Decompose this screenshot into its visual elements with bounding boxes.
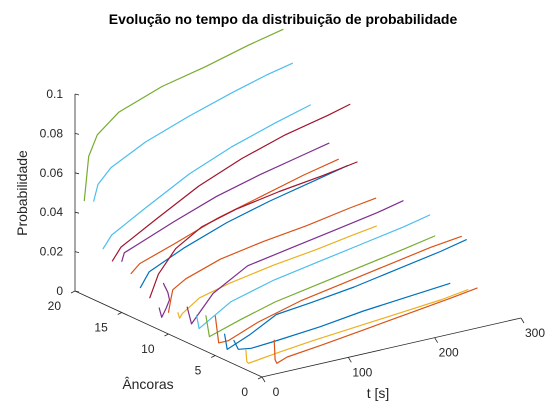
z-axis-label: Probabilidade — [14, 150, 30, 236]
x-tick-label: 100 — [352, 365, 372, 379]
z-tick-label: 0.04 — [40, 205, 64, 219]
x-tick-label: 300 — [525, 326, 545, 340]
z-tick-label: 0.08 — [40, 126, 64, 140]
x-tick-mark — [261, 376, 266, 383]
y-tick-label: 5 — [195, 364, 202, 378]
z-tick-mark — [74, 211, 80, 214]
series-line-anchor-5 — [214, 235, 462, 344]
x-tick-label: 200 — [439, 346, 459, 360]
series-line-anchor-9 — [177, 225, 377, 319]
series-line-anchor-18 — [93, 62, 293, 202]
y-tick-label: 15 — [94, 321, 108, 335]
series-line-anchor-13 — [139, 165, 349, 289]
z-tick-mark — [74, 172, 80, 175]
series-group — [83, 28, 478, 364]
z-tick-label: 0 — [56, 284, 63, 298]
y-tick-label: 10 — [141, 342, 155, 356]
x-tick-mark — [520, 317, 525, 324]
series-line-anchor-11 — [158, 282, 171, 318]
z-tick-mark — [74, 93, 80, 96]
series-line-anchor-1 — [273, 287, 478, 364]
z-tick-mark — [74, 251, 80, 253]
z-tick-label: 0.02 — [40, 245, 64, 259]
x-axis-label: t [s] — [367, 385, 390, 401]
x-tick-label: 0 — [273, 385, 280, 399]
series-line-anchor-10 — [167, 197, 377, 313]
series-line-anchor-2 — [245, 289, 469, 364]
y-tick-label: 0 — [241, 385, 248, 399]
series-line-anchor-3 — [233, 282, 451, 350]
z-tick-mark — [74, 133, 80, 135]
y-tick-mark — [211, 355, 216, 358]
z-tick-label: 0.1 — [46, 87, 63, 101]
series-line-anchor-17 — [102, 104, 311, 250]
series-line-anchor-15 — [121, 142, 330, 262]
y-axis-label: Âncoras — [122, 376, 173, 392]
x-tick-mark — [434, 337, 439, 343]
y-tick-label: 20 — [48, 299, 62, 313]
series-line-anchor-12 — [149, 161, 358, 299]
chart-title: Evolução no tempo da distribuição de pro… — [109, 11, 458, 27]
z-tick-mark — [74, 290, 80, 293]
series-line-anchor-4 — [224, 239, 467, 350]
series-line-anchor-19 — [83, 28, 284, 202]
x-tick-mark — [347, 357, 352, 363]
t-axis-line — [261, 317, 522, 378]
y-tick-mark — [257, 376, 263, 380]
series-line-anchor-16 — [111, 103, 351, 262]
y-tick-mark — [164, 333, 169, 337]
tick-marks — [70, 93, 525, 383]
series-line-anchor-6 — [205, 235, 436, 338]
z-tick-label: 0.06 — [40, 166, 64, 180]
series-line-anchor-7 — [196, 214, 431, 330]
y-tick-mark — [70, 290, 76, 294]
series-line-anchor-14 — [130, 158, 339, 275]
y-tick-mark — [117, 312, 122, 315]
series-line-anchor-8 — [186, 200, 404, 325]
